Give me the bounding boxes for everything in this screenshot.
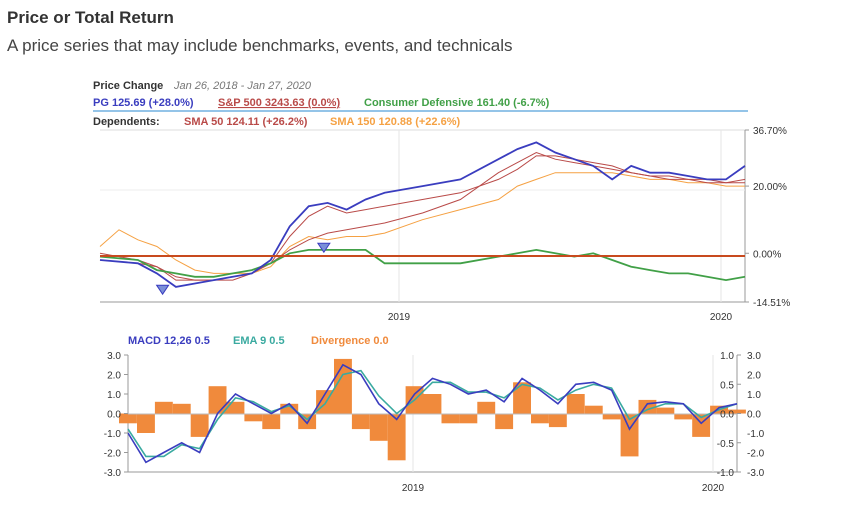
macd-left-tick-1: 2.0: [107, 371, 121, 382]
divergence-bar-28: [620, 413, 639, 457]
macd-left-tick-2: 1.0: [107, 390, 121, 401]
macd-right-outer-tick-4: -1.0: [747, 429, 765, 440]
date-range: Jan 26, 2018 - Jan 27, 2020: [173, 80, 312, 92]
divergence-bar-14: [369, 413, 388, 441]
y-tick-label-3: -14.51%: [753, 298, 790, 309]
page-subtitle: A price series that may include benchmar…: [7, 36, 513, 55]
divergence-bar-18: [441, 413, 460, 424]
macd-left-tick-5: -2.0: [104, 449, 122, 460]
macd-x-tick-2020: 2020: [702, 483, 725, 494]
macd-right-inner-tick-0: 1.0: [720, 351, 734, 362]
macd-right-outer-tick-0: 3.0: [747, 351, 761, 362]
macd-right-outer-tick-6: -3.0: [747, 468, 765, 479]
divergence-bar-17: [423, 394, 442, 414]
divergence-bar-31: [674, 413, 693, 420]
sp-legend[interactable]: S&P 500 3243.63 (0.0%): [218, 97, 340, 109]
divergence-bar-2: [154, 401, 173, 414]
series-sma50: [99, 155, 745, 281]
macd-legend[interactable]: MACD 12,26 0.5: [128, 335, 210, 347]
macd-left-tick-6: -3.0: [104, 468, 122, 479]
macd-left-tick-0: 3.0: [107, 351, 121, 362]
divergence-bar-30: [656, 407, 675, 414]
y-tick-label-0: 36.70%: [753, 126, 787, 137]
dependents-label: Dependents:: [93, 116, 160, 128]
divergence-bar-4: [190, 413, 209, 437]
macd-series-ema: [127, 369, 738, 458]
divergence-bar-27: [602, 413, 621, 420]
divergence-bar-15: [387, 413, 406, 461]
y-tick-label-2: 0.00%: [753, 249, 781, 260]
divergence-bar-9: [280, 403, 299, 414]
divergence-bar-3: [172, 403, 191, 414]
divergence-bar-25: [566, 394, 585, 414]
series-cd: [99, 248, 746, 282]
divergence-bar-34: [728, 409, 746, 414]
divergence-bar-21: [495, 413, 514, 430]
div-legend[interactable]: Divergence 0.0: [311, 335, 389, 347]
ema-legend[interactable]: EMA 9 0.5: [233, 335, 285, 347]
macd-right-outer-tick-2: 1.0: [747, 390, 761, 401]
divergence-bar-24: [548, 413, 567, 428]
macd-right-inner-tick-1: 0.5: [720, 380, 734, 391]
main-plot: 36.70% 20.00% 0.00% -14.51% 2019 2020: [99, 126, 790, 323]
macd-right-outer-tick-5: -2.0: [747, 449, 765, 460]
page-title: Price or Total Return: [7, 8, 174, 27]
price-change-label: Price Change: [93, 80, 163, 92]
pg-legend[interactable]: PG 125.69 (+28.0%): [93, 97, 194, 109]
series-sma150: [99, 172, 745, 274]
macd-right-inner-tick-4: -1.0: [717, 468, 735, 479]
sma50-legend[interactable]: SMA 50 124.11 (+26.2%): [184, 116, 308, 128]
x-tick-2020: 2020: [710, 312, 733, 323]
cd-legend[interactable]: Consumer Defensive 161.40 (-6.7%): [364, 97, 550, 109]
macd-series-macd: [127, 363, 738, 464]
macd-right-inner-tick-3: -0.5: [717, 439, 735, 450]
x-tick-2019: 2019: [388, 312, 411, 323]
macd-plot: 3.0 2.0 1.0 0.0 -1.0 -2.0 -3.0 1.0 0.5 0.0 -0.5 -1.…: [104, 351, 765, 494]
macd-right-inner-tick-2: 0.0: [720, 410, 734, 421]
divergence-bar-6: [226, 401, 245, 414]
divergence-bar-20: [477, 401, 496, 414]
divergence-bar-7: [244, 413, 263, 422]
divergence-bar-13: [351, 413, 370, 430]
macd-left-tick-4: -1.0: [104, 429, 122, 440]
event-marker-0[interactable]: [155, 284, 170, 296]
divergence-bar-22: [513, 382, 531, 414]
macd-left-tick-3: 0.0: [107, 410, 121, 421]
divergence-bar-0: [119, 413, 137, 424]
divergence-bar-23: [531, 413, 549, 424]
divergence-bar-8: [262, 413, 281, 430]
divergence-bar-5: [208, 386, 227, 414]
series-pg: [99, 141, 746, 288]
divergence-bar-26: [584, 405, 603, 414]
macd-x-tick-2019: 2019: [402, 483, 425, 494]
macd-right-outer-tick-3: 0.0: [747, 410, 761, 421]
divergence-bar-19: [459, 413, 478, 424]
divergence-bar-1: [137, 413, 155, 433]
macd-right-outer-tick-1: 2.0: [747, 371, 761, 382]
sma150-legend[interactable]: SMA 150 120.88 (+22.6%): [330, 116, 460, 128]
y-tick-label-1: 20.00%: [753, 182, 787, 193]
event-marker-1[interactable]: [316, 242, 331, 254]
